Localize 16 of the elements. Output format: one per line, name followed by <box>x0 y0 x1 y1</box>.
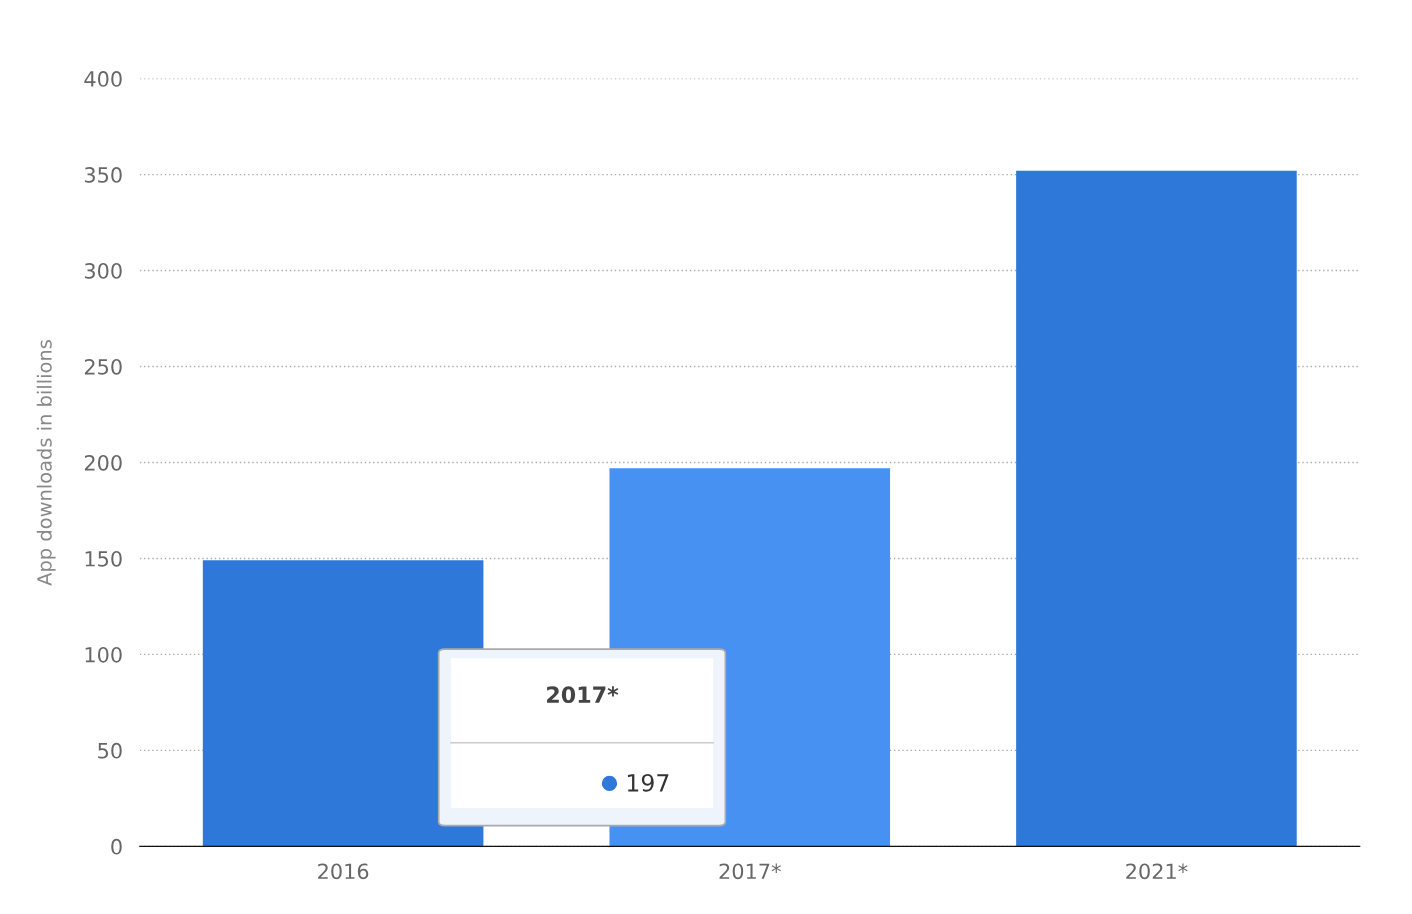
bar <box>1016 170 1297 847</box>
y-tick-label: 50 <box>98 742 122 759</box>
y-tick-label: 350 <box>84 167 122 183</box>
data-label: 197 <box>627 773 669 792</box>
y-tick-label: 250 <box>84 358 122 375</box>
y-tick-label: 300 <box>84 263 122 279</box>
annotation: 2017* <box>547 686 619 704</box>
x-tick-label: 2021* <box>1126 863 1188 880</box>
y-tick-label: 200 <box>84 454 122 471</box>
x-tick-label: 2016 <box>318 863 369 880</box>
y-tick-label: 100 <box>85 646 122 663</box>
y-tick-label: 0 <box>111 838 122 855</box>
x-tick-label: 2017* <box>719 863 781 880</box>
y-axis-title: App downloads in billions <box>36 340 56 586</box>
y-tick-label: 400 <box>84 71 122 87</box>
y-tick-label: 150 <box>85 550 122 567</box>
